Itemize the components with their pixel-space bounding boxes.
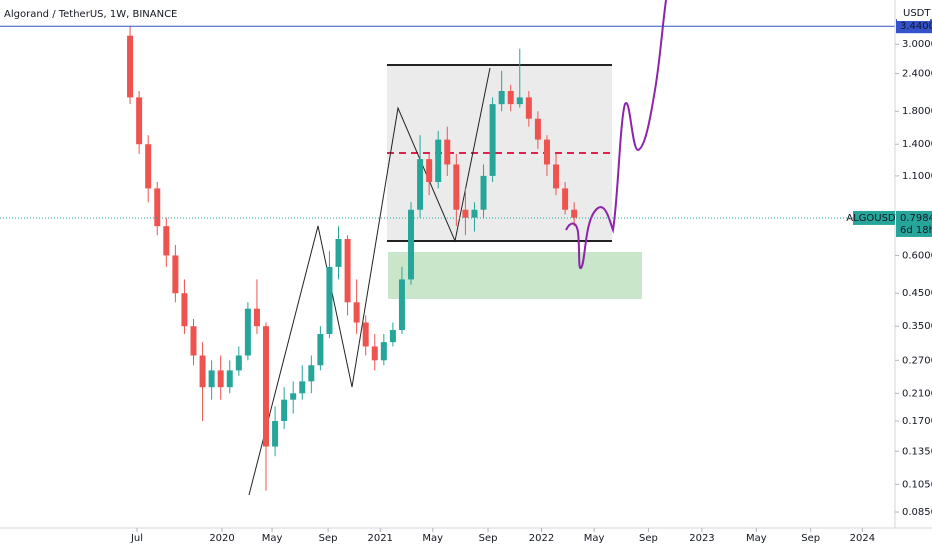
candle-body	[226, 370, 233, 388]
candle-body	[480, 175, 487, 210]
x-tick-label: Sep	[801, 533, 820, 544]
x-tick-label: Jul	[130, 533, 143, 544]
candle-body	[272, 421, 279, 447]
candle-body	[308, 365, 315, 382]
candle-body	[353, 302, 360, 323]
y-tick-label: 1.8000	[902, 106, 932, 117]
candle-body	[326, 266, 333, 334]
candle-body	[235, 355, 242, 371]
candle-body	[199, 355, 206, 388]
y-axis-panel	[895, 0, 932, 550]
candle-body	[471, 209, 478, 218]
candle-body	[408, 209, 415, 280]
zigzag	[248, 67, 491, 496]
x-tick-label: May	[422, 533, 443, 544]
candle-body	[489, 104, 496, 176]
candle-body	[462, 209, 469, 218]
candle-body	[543, 139, 550, 165]
x-tick-label: 2022	[529, 533, 554, 544]
candle-body	[362, 322, 369, 347]
candle-body	[417, 159, 424, 210]
candle-body	[253, 308, 260, 327]
candle-body	[553, 164, 560, 189]
x-tick-label: Sep	[319, 533, 338, 544]
x-tick-label: 2021	[367, 533, 392, 544]
candle-body	[571, 209, 578, 218]
candle-body	[290, 393, 297, 400]
candle-body	[136, 97, 143, 145]
demand-zone	[388, 252, 642, 299]
candle-body	[344, 239, 351, 303]
candle-body	[154, 188, 161, 227]
symbol-label: ALGOUSDT	[846, 213, 902, 224]
candle-body	[444, 139, 451, 165]
level-label: 3.4400	[900, 21, 932, 32]
candle-body	[181, 293, 188, 327]
x-tick-label: Sep	[639, 533, 658, 544]
candle-body	[145, 144, 152, 189]
x-tick-label: 2024	[850, 533, 875, 544]
candle-body	[172, 255, 179, 294]
chart-title: Algorand / TetherUS, 1W, BINANCE	[4, 9, 177, 20]
price-label: 0.7984	[900, 213, 932, 224]
candle-body	[317, 333, 324, 366]
candle-body	[435, 139, 442, 182]
candle-body	[244, 308, 251, 356]
price-tag	[896, 210, 932, 237]
y-tick-label: 0.6000	[902, 250, 932, 261]
candle-body	[190, 326, 197, 356]
candle-body	[453, 164, 460, 210]
candle-body	[525, 97, 532, 119]
candle-body	[281, 399, 288, 422]
candle-body	[498, 90, 505, 105]
currency-box	[897, 3, 930, 21]
x-tick-label: May	[746, 533, 767, 544]
level-tag	[896, 19, 932, 34]
candle-body	[516, 97, 523, 105]
y-tick-label: 3.0000	[902, 39, 932, 50]
x-tick-label: 2023	[689, 533, 714, 544]
x-tick-label: 2020	[209, 533, 234, 544]
x-tick-label: May	[262, 533, 283, 544]
countdown-label: 6d 18h	[900, 225, 932, 236]
candle-body	[426, 159, 433, 182]
y-tick-label: 2.4000	[902, 68, 932, 79]
candle-body	[127, 35, 134, 98]
candle-body	[163, 226, 170, 256]
candle-body	[371, 346, 378, 361]
candle-body	[208, 370, 215, 388]
candle-body	[389, 330, 396, 343]
candle-body	[217, 370, 224, 388]
x-tick-label: May	[584, 533, 605, 544]
currency-label: USDT	[903, 8, 931, 19]
y-tick-label: 1.4000	[902, 139, 932, 150]
candle-body	[507, 90, 514, 105]
candle-body	[562, 188, 569, 210]
x-tick-label: Sep	[479, 533, 498, 544]
candle-body	[299, 381, 306, 394]
candle-body	[263, 326, 270, 447]
candle-body	[398, 279, 405, 331]
candle-body	[335, 239, 342, 267]
y-tick-label: 1.1000	[902, 171, 932, 182]
symbol-tag	[853, 210, 895, 225]
candle-body	[534, 118, 541, 140]
candle-body	[380, 342, 387, 361]
projection	[565, 0, 667, 270]
x-axis-panel	[0, 528, 932, 550]
